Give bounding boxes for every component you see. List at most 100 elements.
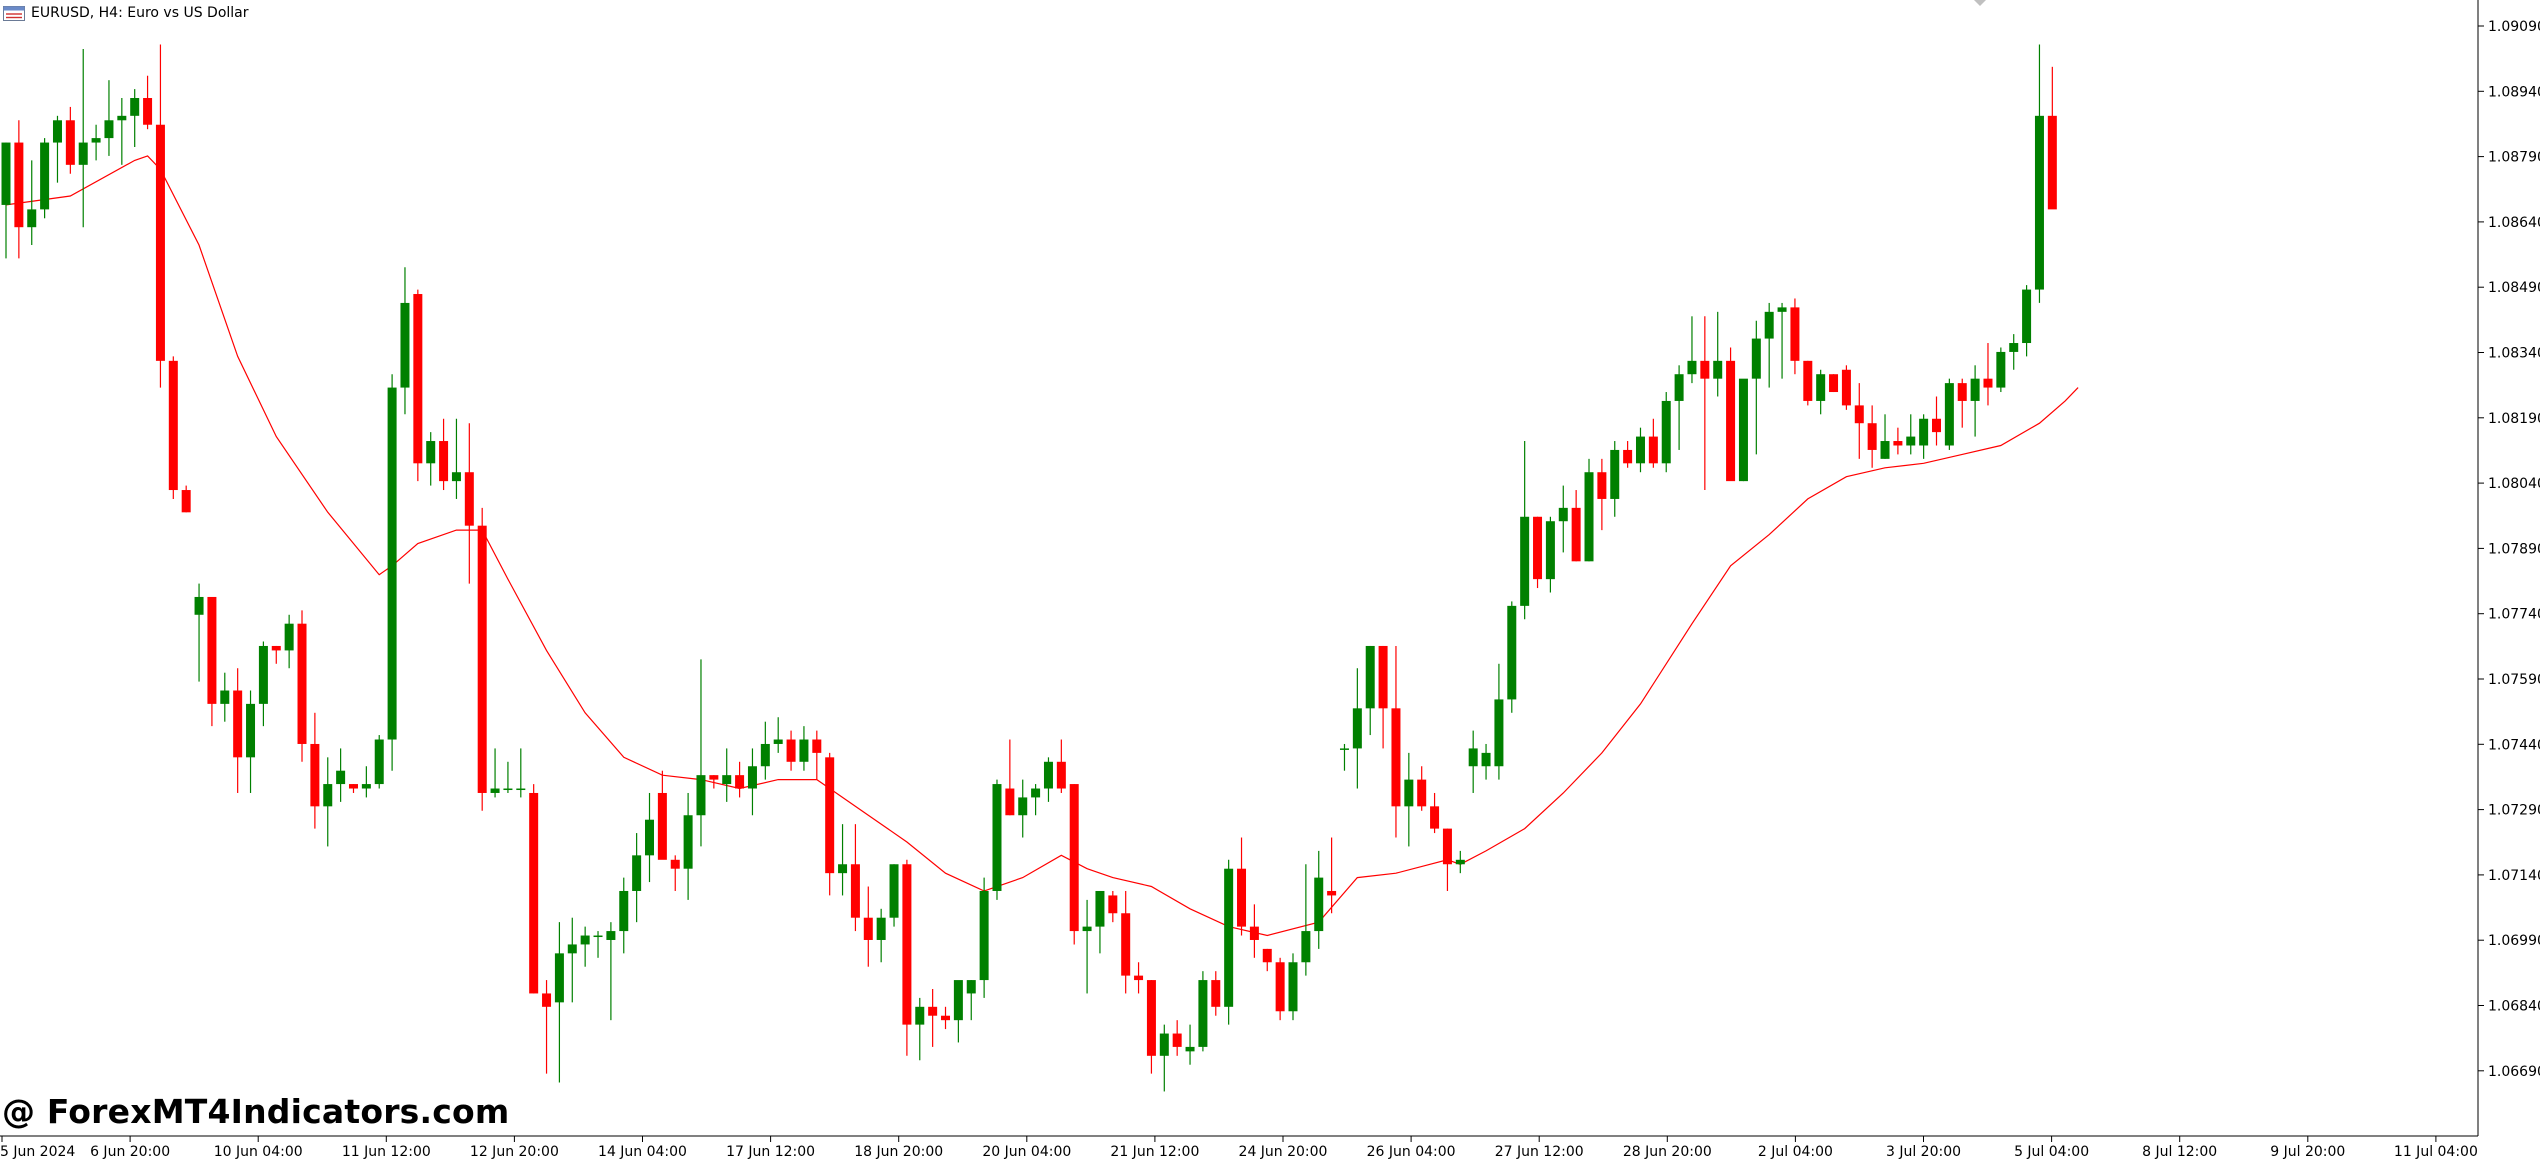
candle-body [1249, 926, 1259, 940]
time-tick-label: 24 Jun 20:00 [1239, 1144, 1328, 1160]
symbol-chart-icon [3, 5, 25, 21]
time-tick-label: 5 Jun 2024 [0, 1144, 75, 1160]
time-tick-label: 27 Jun 12:00 [1495, 1144, 1584, 1160]
candle [439, 418, 449, 491]
candle-body [786, 739, 796, 762]
candle-body [1172, 1033, 1182, 1047]
candle-body [1301, 931, 1311, 963]
candle [1211, 971, 1221, 1016]
candle [1314, 850, 1324, 949]
candle-body [760, 743, 770, 767]
candle [168, 356, 178, 499]
candle-body [928, 1006, 938, 1016]
candle [953, 980, 963, 1043]
candle [14, 120, 24, 259]
candle-body [992, 784, 1002, 891]
candle [52, 115, 62, 183]
candle [1043, 757, 1053, 802]
candle [632, 833, 642, 923]
price-tick-label: 1.07740 [2488, 607, 2540, 623]
candle [902, 859, 912, 1056]
candle [773, 717, 783, 753]
candle [683, 792, 693, 900]
shift-marker-icon[interactable] [1974, 0, 1986, 6]
candle-body [1610, 449, 1620, 499]
candle [400, 267, 410, 415]
candle-body [1571, 507, 1581, 562]
candle-body [1378, 645, 1388, 709]
price-tick-label: 1.09090 [2488, 19, 2540, 35]
candle [1893, 427, 1903, 455]
candle-body [1597, 472, 1607, 499]
candle [1468, 730, 1478, 793]
candle-body [1146, 980, 1156, 1056]
watermark-text: @ ForexMT4Indicators.com [2, 1092, 510, 1131]
candle [889, 864, 899, 927]
candle-body [941, 1015, 951, 1021]
candle [1803, 360, 1813, 406]
candle [1545, 516, 1555, 593]
candle-body [2009, 343, 2019, 352]
candle [1610, 441, 1620, 517]
candle-body [413, 294, 423, 464]
candle [271, 645, 281, 664]
candle [1288, 953, 1298, 1021]
candle [992, 779, 1002, 900]
candle-body [1687, 360, 1697, 375]
candle [696, 659, 706, 847]
candle-body [1919, 418, 1929, 446]
candle [413, 289, 423, 482]
candle [1430, 792, 1440, 834]
candle [1764, 302, 1774, 388]
candle-body [1648, 436, 1658, 464]
candle [451, 418, 461, 499]
candle [78, 49, 88, 228]
candle [529, 784, 539, 994]
candle-body [863, 917, 873, 940]
candle [117, 98, 127, 165]
candle-body [1417, 779, 1427, 807]
candle-body [1352, 708, 1362, 749]
candle [838, 824, 848, 896]
candle [1172, 1020, 1182, 1056]
candle-body [876, 917, 886, 940]
time-tick-label: 6 Jun 20:00 [90, 1144, 170, 1160]
candle-body [40, 142, 50, 210]
candle-body [1275, 962, 1285, 1012]
candle [2022, 285, 2032, 357]
candle [155, 44, 165, 388]
candle [2047, 66, 2057, 210]
candle-body [1455, 859, 1465, 865]
candle [1352, 668, 1362, 789]
candle [812, 730, 822, 780]
candle-body [606, 931, 616, 940]
candle-body [1391, 708, 1401, 807]
candle-body [1339, 748, 1349, 750]
candle [1996, 347, 2006, 393]
candle [1365, 645, 1375, 736]
candle [1069, 784, 1079, 945]
candle [490, 748, 500, 798]
candle-body [181, 490, 191, 513]
candle-body [1507, 605, 1517, 700]
candle-body [1327, 890, 1337, 896]
candle-body [838, 864, 848, 874]
candle [760, 721, 770, 780]
candle-body [567, 944, 577, 954]
candle-body [451, 472, 461, 482]
candle-body [1095, 890, 1105, 927]
candle-body [1635, 436, 1645, 464]
candle [825, 752, 835, 896]
candle-body [1224, 868, 1234, 1007]
candle-body [1533, 516, 1543, 580]
candle-body [773, 739, 783, 744]
candle [1198, 971, 1208, 1052]
candle [348, 784, 358, 793]
candle [233, 668, 243, 793]
candle [1249, 904, 1259, 958]
candle [1957, 378, 1967, 428]
